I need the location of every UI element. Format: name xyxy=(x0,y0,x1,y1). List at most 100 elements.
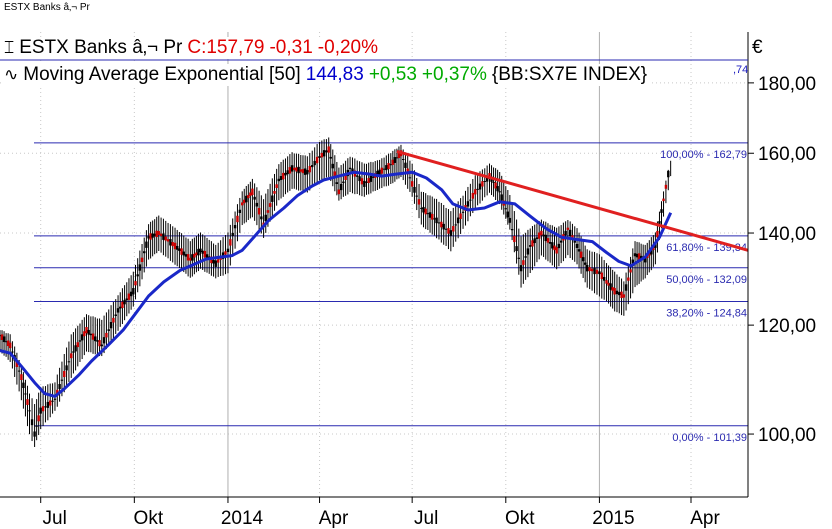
price-bar-body xyxy=(28,410,31,412)
price-bar-body xyxy=(590,268,594,272)
price-bar-body xyxy=(26,399,29,405)
price-bar-body xyxy=(544,234,547,242)
legend-ma-row[interactable]: ∿ Moving Average Exponential [50] 144,83 +0… xyxy=(4,64,653,86)
price-bar-body xyxy=(286,170,289,175)
price-bar-body xyxy=(226,248,230,253)
price-bar-body xyxy=(635,253,639,258)
price-bar-body xyxy=(492,181,495,183)
price-bar-body xyxy=(537,232,541,239)
price-bar-body xyxy=(121,301,124,308)
price-bar-body xyxy=(0,335,2,337)
price-bar-body xyxy=(417,199,421,205)
price-bar-body xyxy=(360,178,364,185)
trend-line xyxy=(396,149,749,252)
price-bar-body xyxy=(275,184,278,188)
price-bar-body xyxy=(485,175,489,182)
price-bar-body xyxy=(452,226,455,232)
price-bar-body xyxy=(664,184,668,189)
price-bar-body xyxy=(577,249,581,252)
price-bar-body xyxy=(542,234,545,237)
price-bar-body xyxy=(155,230,158,238)
price-bar-body xyxy=(164,236,167,241)
price-bar-body xyxy=(284,172,287,176)
price-bar-body xyxy=(535,237,539,239)
price-bar-body xyxy=(203,250,207,258)
price-bar-body xyxy=(389,164,392,166)
price-bar-body xyxy=(197,248,200,256)
price-bar-body xyxy=(667,170,670,178)
price-bar-body xyxy=(476,188,479,190)
price-bar-body xyxy=(44,406,47,408)
price-bar-body xyxy=(474,189,477,195)
legend-ma-ticker: {BB:SX7E INDEX} xyxy=(491,64,648,85)
price-bar-body xyxy=(351,168,354,174)
price-bar-body xyxy=(279,176,283,181)
price-bar-body xyxy=(233,225,237,229)
price-bar-body xyxy=(404,162,407,168)
price-bar-body xyxy=(613,288,616,295)
price-bar-body xyxy=(320,152,324,158)
price-bar-body xyxy=(329,156,332,159)
price-bar-body xyxy=(513,235,516,243)
price-bar-body xyxy=(178,248,181,252)
price-bar-body xyxy=(553,245,556,251)
price-bar-body xyxy=(159,233,163,237)
price-bar-body xyxy=(522,260,525,265)
price-bar-body xyxy=(260,216,263,220)
ohlc-bar-icon: ⌶ xyxy=(4,38,15,57)
x-tick-label: Apr xyxy=(319,508,349,529)
price-bar-body xyxy=(114,314,117,317)
price-bar-body xyxy=(627,277,630,281)
price-bar-body xyxy=(571,235,574,240)
price-bar-body xyxy=(76,342,79,348)
price-bar-body xyxy=(494,182,497,189)
price-bar-body xyxy=(633,253,637,257)
price-bar-body xyxy=(35,425,38,427)
price-bar-body xyxy=(454,224,457,226)
price-bar-body xyxy=(387,163,390,170)
legend-price-change: -0,31 xyxy=(269,37,313,58)
price-bar-body xyxy=(420,207,423,209)
price-bar-body xyxy=(566,227,570,230)
price-bar-body xyxy=(268,203,272,207)
price-bar-body xyxy=(2,336,6,343)
price-bar-body xyxy=(51,400,54,402)
price-bar-body xyxy=(78,340,82,342)
legend-price-row[interactable]: ⌶ ESTX Banks â‚¬ Pr C:157,79 -0,31 -0,20% xyxy=(4,37,383,59)
grid xyxy=(0,32,748,497)
price-bar-body xyxy=(253,196,256,200)
price-bar-body xyxy=(288,167,292,174)
price-bar-body xyxy=(624,284,628,291)
legend-ma-name: Moving Average Exponential [50] xyxy=(23,64,301,85)
price-bar-body xyxy=(247,195,250,199)
price-bar-body xyxy=(435,217,438,224)
price-bar-body xyxy=(41,406,45,412)
price-bar-body xyxy=(205,254,209,258)
price-bar-body xyxy=(575,243,579,248)
price-bar-body xyxy=(145,241,148,248)
price-bar-body xyxy=(15,361,19,367)
price-bar-body xyxy=(241,202,244,206)
price-bar-body xyxy=(308,165,311,173)
price-bar-body xyxy=(127,293,131,300)
price-bar-body xyxy=(615,290,619,295)
price-bar-body xyxy=(555,247,558,254)
price-bar-body xyxy=(70,353,73,359)
price-bar-body xyxy=(282,172,285,180)
price-bar-body xyxy=(157,231,160,235)
price-bar-body xyxy=(337,189,341,195)
price-bar-body xyxy=(140,257,144,263)
moving-average-line xyxy=(0,170,673,398)
price-bar-body xyxy=(249,192,252,196)
price-bar-body xyxy=(189,257,192,261)
price-bar-body xyxy=(573,240,576,243)
price-bar-body xyxy=(568,229,572,237)
price-bar-body xyxy=(46,401,50,408)
price-bar-body xyxy=(588,267,591,272)
price-bar-body xyxy=(134,281,137,286)
price-bar-body xyxy=(605,280,608,284)
price-bar-body xyxy=(251,188,254,196)
price-bar-body xyxy=(564,230,567,236)
price-bar-body xyxy=(11,351,14,353)
